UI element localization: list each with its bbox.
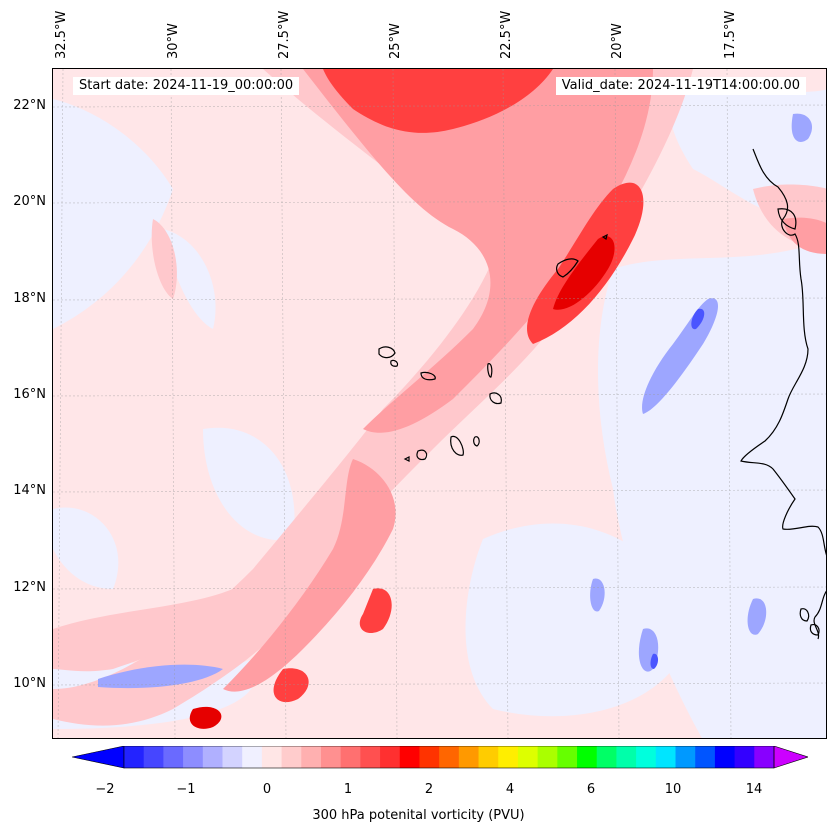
colorbar-segment: [261, 746, 283, 768]
lat-label-18n: 18°N: [13, 291, 46, 306]
lon-label-30w: 30°W: [166, 23, 181, 59]
lon-label-20w: 20°W: [610, 23, 625, 59]
colorbar-segment: [616, 746, 637, 768]
colorbar-segment: [222, 746, 243, 768]
map-frame: Start date: 2024-11-19_00:00:00 Valid_da…: [52, 68, 827, 739]
cb-tick-1: 1: [343, 782, 353, 797]
colorbar-segment: [754, 746, 775, 768]
lat-label-20n: 20°N: [13, 194, 46, 209]
colorbar-segment: [439, 746, 460, 768]
colorbar-segment: [478, 746, 499, 768]
graticule: [53, 69, 826, 738]
colorbar-segment: [419, 746, 440, 768]
colorbar-max-arrow: [773, 746, 808, 769]
cb-tick-minus2: −2: [95, 782, 115, 797]
colorbar-segment: [242, 746, 263, 768]
colorbar: [72, 746, 808, 769]
colorbar-segment: [557, 746, 578, 768]
lon-label-27-5w: 27.5°W: [277, 10, 292, 59]
cb-tick-minus1: −1: [176, 782, 196, 797]
lat-label-10n: 10°N: [13, 676, 46, 691]
colorbar-segment: [202, 746, 223, 768]
colorbar-segment: [517, 746, 539, 768]
colorbar-segment: [596, 746, 617, 768]
colorbar-segment: [281, 746, 302, 768]
colorbar-segment: [124, 746, 145, 768]
colorbar-segment: [320, 746, 342, 768]
colorbar-segment: [458, 746, 480, 768]
pv-field: [53, 69, 826, 738]
colorbar-segment: [636, 746, 657, 768]
colorbar-segment: [340, 746, 361, 768]
start-date-label: Start date: 2024-11-19_00:00:00: [73, 77, 300, 95]
coastlines: [378, 148, 826, 640]
colorbar-label: 300 hPa potenital vorticity (PVU): [312, 808, 525, 823]
cb-tick-0: 0: [262, 782, 272, 797]
colorbar-segment: [695, 746, 716, 768]
lon-label-32-5w: 32.5°W: [54, 10, 69, 59]
colorbar-segment: [360, 746, 381, 768]
colorbar-outline: [123, 746, 775, 769]
cb-tick-10: 10: [664, 782, 682, 797]
cb-tick-14: 14: [745, 782, 763, 797]
colorbar-segment: [163, 746, 184, 768]
lon-label-22-5w: 22.5°W: [499, 10, 514, 59]
cb-tick-6: 6: [586, 782, 596, 797]
medium-red-streak: [223, 69, 826, 692]
valid-date-label: Valid_date: 2024-11-19T14:00:00.00: [555, 77, 806, 95]
colorbar-segment: [143, 746, 164, 768]
colorbar-segment: [399, 746, 420, 768]
colorbar-segment: [380, 746, 401, 768]
colorbar-segment: [498, 746, 519, 768]
lat-label-16n: 16°N: [13, 387, 46, 402]
colorbar-segment: [675, 746, 696, 768]
blue-streaks: [98, 113, 813, 689]
strong-blue-spots: [650, 308, 705, 669]
colorbar-segment: [655, 746, 677, 768]
colorbar-segment: [714, 746, 736, 768]
lat-label-14n: 14°N: [13, 483, 46, 498]
cb-tick-4: 4: [505, 782, 515, 797]
colorbar-segment: [537, 746, 558, 768]
lon-label-17-5w: 17.5°W: [723, 10, 738, 59]
cb-tick-2: 2: [424, 782, 434, 797]
dark-red-max: [189, 236, 615, 729]
lat-label-22n: 22°N: [13, 98, 46, 113]
lon-label-25w: 25°W: [388, 23, 403, 59]
colorbar-segment: [183, 746, 204, 768]
colorbar-segment: [577, 746, 598, 768]
colorbar-segment: [734, 746, 755, 768]
colorbar-min-arrow: [72, 746, 125, 769]
colorbar-segment: [301, 746, 322, 768]
lat-label-12n: 12°N: [13, 580, 46, 595]
